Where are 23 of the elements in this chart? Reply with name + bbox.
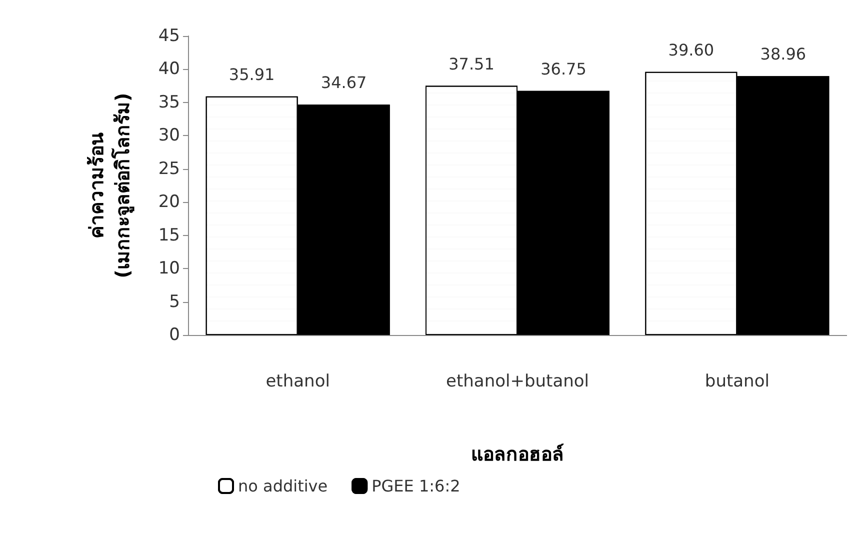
x-axis-title: แอลกอฮอล์ (471, 444, 564, 466)
text: 35.91 (228, 64, 275, 84)
y-tick-label: 30 (158, 126, 180, 146)
y-tick-label: 0 (169, 325, 180, 345)
y-tick-label: 45 (158, 26, 180, 46)
text: 39.60 (668, 40, 714, 60)
y-tick-label: 15 (158, 225, 180, 246)
y-tick-label: 10 (158, 258, 180, 279)
y-axis-title: ค่าความร้อน (เมกกะจูลต่อกิโลกรัม) (86, 92, 135, 278)
y-tick-label: 25 (158, 158, 180, 179)
text: 34.67 (320, 73, 367, 92)
x-tick-label: ethanol+butanol (446, 372, 590, 392)
legend-label: no additive (238, 476, 328, 496)
x-tick-label: ethanol (266, 372, 330, 392)
legend-label: PGEE 1:6:2 (372, 476, 460, 496)
text: 36.75 (540, 59, 586, 78)
y-tick-label: 40 (158, 59, 180, 80)
y-tick-label: 5 (169, 292, 180, 312)
y-tick-label: 35 (158, 92, 180, 112)
text: 37.51 (448, 54, 494, 74)
y-tick-label: 20 (158, 192, 180, 212)
text: 38.96 (760, 44, 806, 64)
x-tick-label: butanol (704, 372, 770, 392)
